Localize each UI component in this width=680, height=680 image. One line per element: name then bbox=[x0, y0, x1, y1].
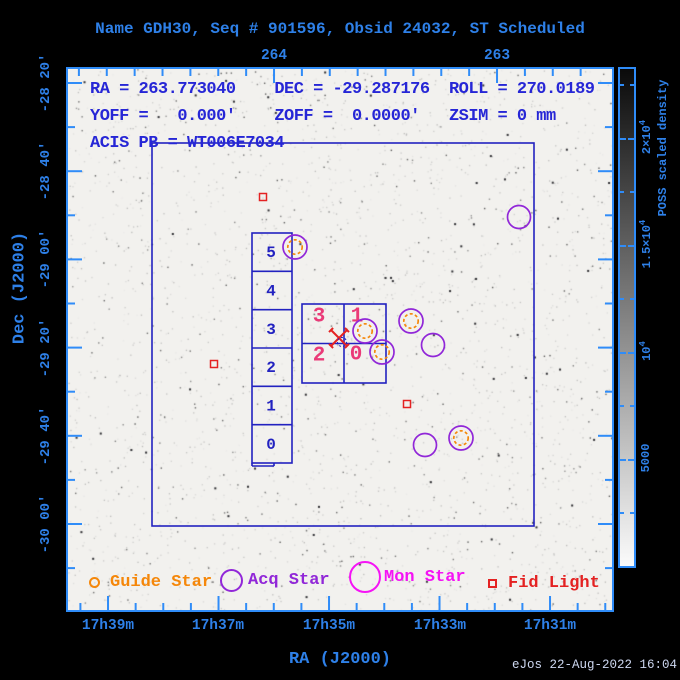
fov-outline bbox=[151, 142, 535, 527]
fid-light-square bbox=[209, 359, 219, 369]
colorbar-tick bbox=[620, 84, 624, 86]
fid-light-square bbox=[258, 192, 268, 202]
legend-mon-star: Mon Star bbox=[349, 561, 466, 593]
mon-star-icon bbox=[349, 561, 381, 593]
y-axis-label: -29 20' bbox=[38, 318, 54, 378]
legend-fid-light: Fid Light bbox=[488, 567, 600, 599]
info-ra-dec-roll: RA = 263.773040 DEC = -29.287176 ROLL = … bbox=[90, 80, 595, 99]
colorbar-tick bbox=[628, 137, 634, 140]
acis-i-chip-label: 3 bbox=[313, 306, 326, 329]
colorbar-tick bbox=[628, 565, 634, 568]
y-axis-label: -29 40' bbox=[38, 406, 54, 466]
colorbar bbox=[618, 67, 636, 568]
acq-star-circle bbox=[352, 318, 378, 344]
acis-s-chip-label: 0 bbox=[266, 436, 276, 454]
acq-star-circle bbox=[282, 234, 308, 260]
colorbar-tick bbox=[628, 351, 634, 354]
colorbar-tick bbox=[628, 458, 634, 461]
acis-i-chip-label: 1 bbox=[351, 306, 364, 329]
fid-light-icon bbox=[488, 578, 497, 588]
legend-mon-star-label: Mon Star bbox=[384, 567, 466, 587]
y-axis-label: -28 20' bbox=[38, 53, 54, 113]
acis-s-chip-label: 1 bbox=[266, 398, 276, 416]
legend-fid-light-label: Fid Light bbox=[508, 573, 600, 593]
colorbar-title: POSS scaled density bbox=[656, 79, 670, 217]
colorbar-tick-label: 104 bbox=[638, 341, 654, 361]
colorbar-tick bbox=[620, 458, 626, 461]
fid-light-square bbox=[402, 399, 412, 409]
guide-star-icon bbox=[89, 576, 100, 588]
legend-guide-star: Guide Star bbox=[89, 566, 212, 598]
acq-star-icon bbox=[220, 568, 243, 592]
colorbar-tick bbox=[628, 244, 634, 247]
x-axis-bottom-label: 17h35m bbox=[302, 618, 356, 634]
acq-star-circle bbox=[412, 432, 438, 458]
x-axis-bottom-label: 17h33m bbox=[413, 618, 467, 634]
acq-star-circle bbox=[506, 204, 532, 230]
colorbar-tick bbox=[630, 405, 634, 407]
timestamp: eJos 22-Aug-2022 16:04 bbox=[511, 658, 677, 672]
guide-star-circle bbox=[286, 238, 304, 256]
acis-i-chip-label: 0 bbox=[350, 344, 363, 367]
acis-i-chip-label: 2 bbox=[313, 345, 326, 368]
legend-guide-star-label: Guide Star bbox=[110, 572, 213, 592]
colorbar-tick bbox=[620, 191, 624, 193]
colorbar-tick bbox=[620, 512, 624, 514]
legend-acq-star: Acq Star bbox=[220, 564, 330, 596]
colorbar-tick bbox=[620, 137, 626, 140]
colorbar-tick bbox=[620, 244, 626, 247]
colorbar-tick bbox=[630, 191, 634, 193]
colorbar-tick-label: 2×104 bbox=[638, 119, 654, 155]
guide-star-circle bbox=[402, 312, 420, 330]
sky-plot: 5 4 3 2 1 0 3 1 2 0 bbox=[68, 69, 612, 610]
aimpoint-target-circle bbox=[337, 337, 347, 347]
guide-star-circle bbox=[373, 343, 391, 361]
guide-star-circle bbox=[356, 322, 374, 340]
acis-s-chip-label: 5 bbox=[266, 244, 276, 262]
acis-s-chip-label: 3 bbox=[266, 321, 276, 339]
plot-title: Name GDH30, Seq # 901596, Obsid 24032, S… bbox=[95, 20, 585, 38]
info-acis-pb: ACIS PB = WT006E7034 bbox=[90, 134, 285, 153]
colorbar-tick bbox=[620, 405, 624, 407]
acq-star-circle bbox=[369, 339, 395, 365]
legend-acq-star-label: Acq Star bbox=[248, 570, 330, 590]
colorbar-tick-label: 1.5×104 bbox=[638, 219, 654, 269]
acq-star-circle bbox=[420, 332, 446, 358]
x-axis-bottom-label: 17h31m bbox=[523, 618, 577, 634]
acq-star-circle bbox=[448, 425, 474, 451]
y-axis-title: Dec (J2000) bbox=[10, 231, 30, 345]
colorbar-tick bbox=[620, 298, 624, 300]
acis-s-chip-label: 4 bbox=[266, 283, 276, 301]
y-axis-label: -29 00' bbox=[38, 229, 54, 289]
x-axis-top-label: 264 bbox=[260, 48, 288, 64]
colorbar-tick bbox=[630, 84, 634, 86]
y-axis-label: -28 40' bbox=[38, 141, 54, 201]
x-axis-bottom-label: 17h37m bbox=[191, 618, 245, 634]
acis-s-chip-label: 2 bbox=[266, 359, 276, 377]
x-axis-top-label: 263 bbox=[483, 48, 511, 64]
acq-star-circle bbox=[398, 308, 424, 334]
sky-plot-area[interactable]: 5 4 3 2 1 0 3 1 2 0 RA = 263.773040 DEC = -29.287… bbox=[66, 67, 614, 612]
colorbar-tick bbox=[630, 298, 634, 300]
guide-star-circle bbox=[452, 429, 470, 447]
colorbar-tick bbox=[630, 512, 634, 514]
colorbar-tick-label: 5000 bbox=[639, 443, 653, 473]
colorbar-tick bbox=[620, 565, 626, 568]
x-axis-title: RA (J2000) bbox=[288, 650, 392, 669]
x-axis-bottom-label: 17h39m bbox=[81, 618, 135, 634]
info-yoff-zoff-zsim: YOFF = 0.000' ZOFF = 0.0000' ZSIM = 0 mm bbox=[90, 107, 556, 126]
y-axis-label: -30 00' bbox=[38, 494, 54, 554]
colorbar-tick bbox=[620, 351, 626, 354]
